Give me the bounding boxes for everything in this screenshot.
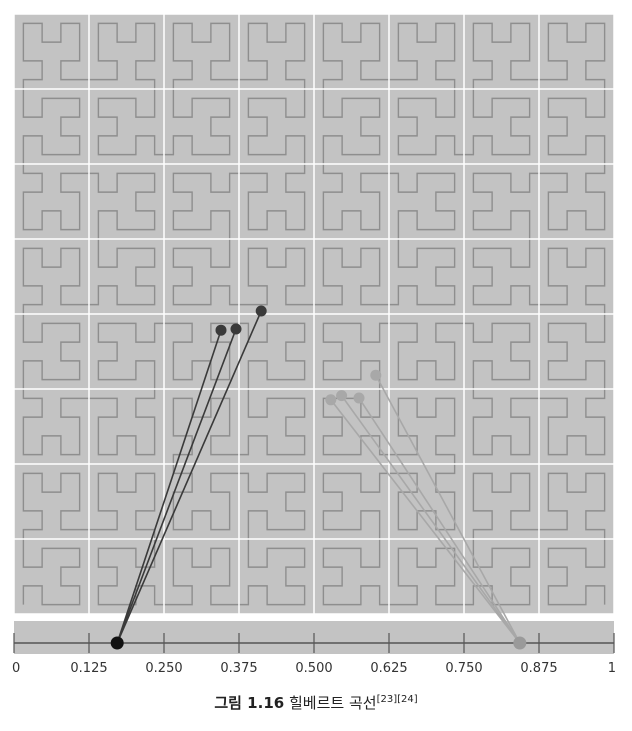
tick-label: 0.625 [370, 661, 407, 676]
mapped-point [325, 394, 337, 406]
mapped-point [255, 305, 267, 317]
caption-number: 그림 1.16 [214, 694, 285, 712]
connector-line [375, 374, 521, 644]
connector-line [116, 329, 222, 644]
tick-label: 0.375 [220, 661, 257, 676]
caption-title: 힐베르트 곡선 [288, 694, 377, 712]
mapped-point [215, 324, 227, 336]
connector-lines [116, 310, 521, 644]
connector-line [330, 399, 521, 644]
mapped-point [230, 323, 242, 335]
axis-markers [110, 636, 527, 650]
grid-lines [13, 13, 615, 615]
mapped-point [370, 369, 382, 381]
mapped-points [215, 305, 382, 406]
tick-labels: 0 0.125 0.250 0.375 0.500 0.625 0.750 0.875 1 [12, 661, 616, 676]
tick-label: 0.750 [445, 661, 482, 676]
tick-label: 0.500 [295, 661, 332, 676]
connector-line [116, 310, 262, 644]
caption-refs: [23][24] [376, 694, 418, 705]
axis-marker [110, 636, 124, 650]
tick-label: 1 [608, 661, 616, 676]
tick-label: 0 [12, 661, 20, 676]
connector-line [358, 397, 521, 644]
tick-label: 0.250 [145, 661, 182, 676]
mapped-point [336, 390, 348, 402]
axis-marker [513, 636, 527, 650]
connector-line [116, 328, 237, 644]
figure-caption: 그림 1.16 힐베르트 곡선[23][24] [0, 692, 632, 713]
mapped-point [353, 392, 365, 404]
connector-line [340, 395, 521, 644]
tick-label: 0.875 [520, 661, 557, 676]
hilbert-curve-figure: 0 0.125 0.250 0.375 0.500 0.625 0.750 0.875 1 [12, 13, 616, 676]
tick-label: 0.125 [70, 661, 107, 676]
